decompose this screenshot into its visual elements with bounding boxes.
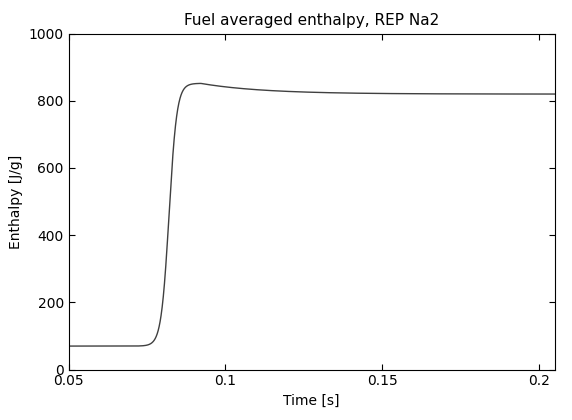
X-axis label: Time [s]: Time [s] bbox=[284, 394, 340, 408]
Title: Fuel averaged enthalpy, REP Na2: Fuel averaged enthalpy, REP Na2 bbox=[184, 13, 439, 28]
Y-axis label: Enthalpy [J/g]: Enthalpy [J/g] bbox=[9, 155, 23, 249]
